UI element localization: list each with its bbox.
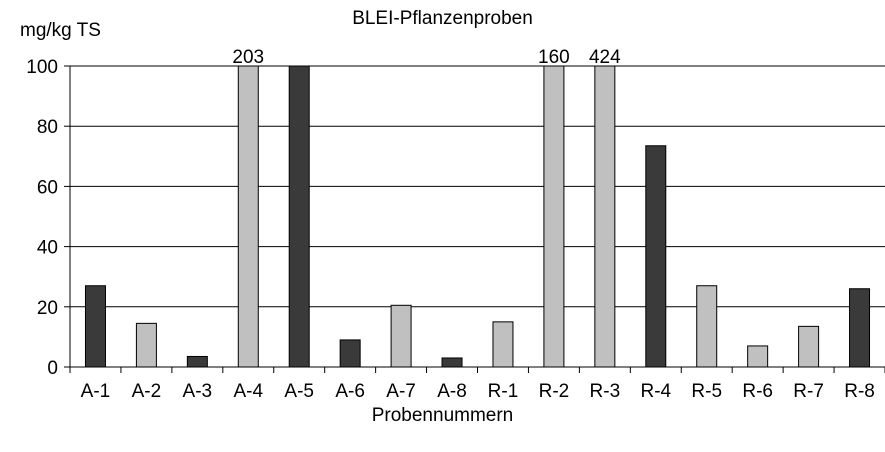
y-tick-label: 60 [37,177,58,198]
y-tick-label: 0 [47,358,58,379]
x-tick-label: A-4 [233,381,263,402]
bar-r-7 [798,325,820,368]
x-tick-label: A-5 [284,381,314,402]
bar-r-4 [645,145,667,368]
bar-a-2 [135,322,157,368]
bar-r-1 [492,321,514,368]
chart-title: BLEI-Pflanzenproben [352,8,533,29]
x-tick-label: R-8 [844,381,875,402]
bar-a-1 [84,285,106,368]
x-tick-label: A-8 [437,381,467,402]
x-axis-title: Probennummern [371,405,514,426]
bar-a-4 [237,65,259,368]
y-tick-label: 80 [37,117,58,138]
x-tick-label: A-7 [386,381,416,402]
x-tick-label: A-6 [335,381,365,402]
x-tick-label: R-2 [539,381,570,402]
x-tick-label: A-3 [183,381,213,402]
bar-r-2 [543,65,565,368]
x-tick-label: R-4 [640,381,671,402]
overflow-value-label: 160 [538,47,570,68]
x-tick-label: R-1 [488,381,519,402]
x-tick-label: R-3 [590,381,621,402]
bar-r-5 [696,285,718,368]
x-tick-label: R-5 [691,381,722,402]
x-tick-label: A-2 [132,381,162,402]
y-tick-label: 20 [37,298,58,319]
y-tick-label: 100 [26,57,58,78]
bar-r-6 [747,345,769,368]
bar-a-8 [441,357,463,368]
bar-r-3 [594,65,616,368]
overflow-value-label: 203 [232,47,264,68]
x-tick-label: R-7 [793,381,824,402]
y-axis-unit-label: mg/kg TS [20,20,101,41]
overflow-value-label: 424 [589,47,621,68]
bar-a-5 [288,65,310,368]
bar-a-7 [390,304,412,368]
x-tick-label: A-1 [81,381,111,402]
bar-r-8 [849,288,871,368]
bar-a-6 [339,339,361,368]
y-tick-label: 40 [37,238,58,259]
x-tick-label: R-6 [742,381,773,402]
bar-a-3 [186,355,208,368]
